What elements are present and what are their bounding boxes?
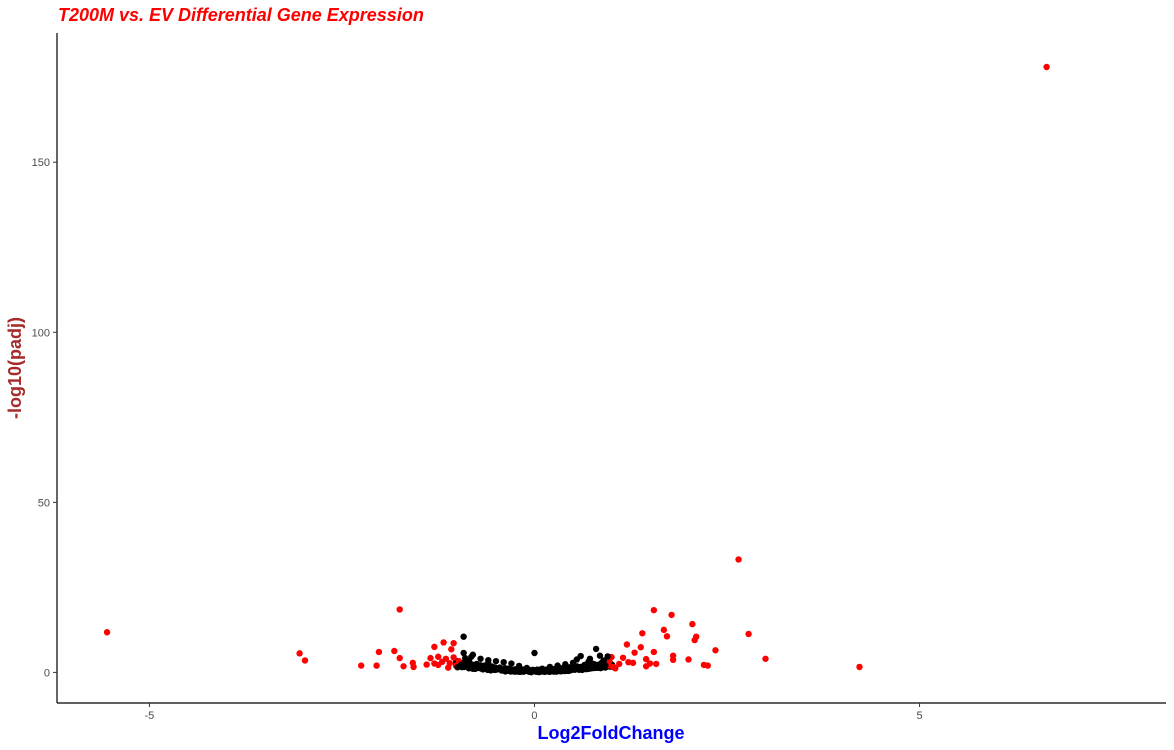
data-point [375, 648, 383, 656]
data-point [440, 639, 447, 646]
chart-title: T200M vs. EV Differential Gene Expressio… [58, 5, 424, 25]
data-point [448, 646, 455, 653]
data-point [762, 655, 769, 662]
data-point [619, 654, 627, 661]
data-point [301, 657, 309, 664]
data-point [431, 660, 438, 667]
data-point [592, 645, 600, 653]
data-point [445, 664, 452, 671]
x-tick-label: -5 [145, 710, 155, 722]
data-point [712, 647, 719, 654]
data-point [468, 653, 475, 660]
data-point [500, 658, 507, 666]
data-point [565, 664, 573, 671]
data-point [103, 629, 111, 636]
data-point [473, 660, 480, 668]
data-point [596, 652, 604, 659]
data-point [700, 661, 708, 669]
data-point [460, 649, 467, 657]
data-point [477, 655, 484, 662]
significant-points [103, 63, 1050, 672]
data-point [423, 661, 430, 668]
y-tick-label: 0 [44, 667, 50, 679]
data-point [689, 620, 696, 628]
data-point [296, 650, 303, 657]
data-point [454, 664, 461, 671]
x-axis-label: Log2FoldChange [538, 723, 685, 743]
data-point [668, 611, 675, 619]
data-point [650, 648, 658, 656]
data-point [535, 668, 542, 675]
data-point [396, 606, 403, 613]
y-axis-ticks: 0 50 100 150 [32, 157, 57, 679]
y-axis-label: -log10(padj) [5, 317, 25, 419]
data-point [358, 662, 365, 669]
data-point [400, 663, 407, 670]
data-point [492, 657, 500, 665]
data-point [573, 663, 581, 670]
data-point [652, 660, 660, 668]
data-point [604, 653, 611, 660]
data-point [410, 663, 417, 671]
data-point [642, 655, 650, 663]
not-significant-points [454, 633, 611, 675]
data-point [450, 639, 457, 647]
data-point [427, 654, 434, 662]
data-point [735, 556, 742, 563]
data-point [745, 630, 752, 638]
data-point [485, 659, 492, 667]
data-point [660, 626, 668, 634]
data-point [623, 641, 631, 648]
x-tick-label: 5 [916, 710, 922, 722]
data-point [581, 664, 588, 671]
data-point [625, 658, 632, 666]
data-point [669, 656, 677, 664]
data-point [599, 658, 606, 666]
data-point [542, 667, 550, 674]
data-point [512, 666, 519, 673]
data-point [431, 643, 438, 651]
data-point [642, 663, 650, 670]
data-point [650, 606, 658, 614]
y-tick-label: 100 [32, 327, 50, 339]
data-point [685, 656, 692, 663]
plot-axes [56, 33, 1166, 704]
data-point [558, 665, 565, 672]
data-point [550, 666, 557, 673]
data-point [373, 662, 380, 669]
data-point [470, 665, 477, 672]
data-point [396, 654, 403, 662]
data-point [586, 655, 594, 662]
data-point [592, 662, 600, 670]
data-point [637, 644, 644, 651]
data-point [460, 633, 467, 640]
data-point [508, 660, 515, 667]
data-point [450, 654, 457, 661]
y-tick-label: 50 [38, 497, 50, 509]
data-point [639, 630, 646, 637]
data-point [527, 668, 534, 675]
data-point [663, 633, 671, 640]
x-axis-ticks: -5 0 5 [145, 703, 923, 722]
data-point [461, 654, 469, 662]
data-point [631, 649, 638, 656]
data-point [691, 636, 698, 644]
data-point [442, 655, 450, 662]
x-tick-label: 0 [531, 710, 537, 722]
data-point [531, 649, 538, 657]
data-point [496, 664, 504, 671]
data-point [1043, 63, 1050, 71]
data-point [616, 660, 623, 668]
data-point [519, 667, 527, 674]
y-tick-label: 150 [32, 157, 50, 169]
data-point [391, 647, 398, 655]
data-points [103, 63, 1050, 676]
data-point [435, 653, 442, 660]
data-point [856, 663, 863, 671]
data-point [504, 665, 511, 672]
